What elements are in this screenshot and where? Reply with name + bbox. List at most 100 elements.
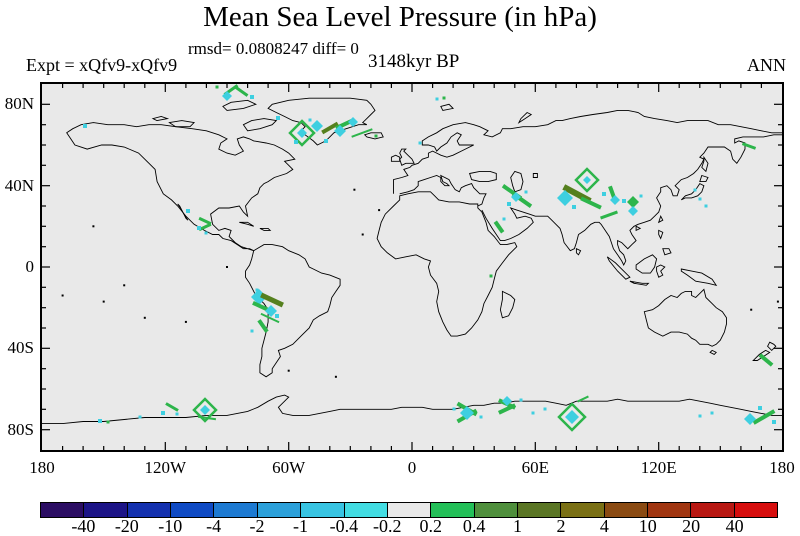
anomaly-patch [452,407,456,411]
colorbar-segment [473,503,517,517]
anomaly-patch [324,139,328,143]
experiment-label: Expt = xQfv9-xQfv9 [26,55,178,75]
colorbar-segment [386,503,431,517]
anomaly-patch [276,116,280,120]
colorbar-segment [126,503,171,517]
colorbar-level-label: 4 [599,516,609,536]
lon-tick-label: 60E [521,458,550,477]
colorbar-level-label: -10 [158,516,183,536]
anomaly-patch [334,125,346,137]
colorbar-level-label: -20 [114,516,139,536]
colorbar-segment [733,503,778,517]
anomaly-patch [580,196,602,210]
anomaly-patch [321,121,339,135]
anomaly-patch [744,413,756,425]
anomaly-patch [418,141,422,145]
anomaly-patch [565,410,579,424]
anomaly-patch [758,406,762,410]
anomaly-patch [574,167,600,193]
anomaly-patch [608,185,616,199]
anomaly-patch [308,118,312,122]
colorbar-level-label: -40 [71,516,96,536]
anomaly-patch [250,329,254,333]
anomaly-patch [610,195,620,205]
colorbar-segment [430,503,474,517]
anomaly-patch [260,292,284,308]
anomaly-patch [497,403,517,415]
anomaly-patch [622,199,626,203]
anomaly-patch [710,411,714,415]
lon-tick-label: 0 [407,458,417,477]
anomaly-patch [698,197,702,201]
anomaly-patch [704,204,708,208]
colorbar-level-label: 20 [682,516,701,536]
anomaly-patch [627,196,639,208]
colorbar-level-label: 0.4 [462,516,486,536]
anomaly-patch [693,188,697,192]
lat-tick-label: 0 [25,257,35,276]
anomaly-patch [98,419,102,423]
anomaly-patch [572,205,576,209]
anomaly-patch [204,231,208,235]
anomaly-patch [442,96,446,100]
anomaly-patch [511,192,521,202]
lon-tick-label: 180 [29,458,55,477]
anomaly-patch [251,289,267,305]
colorbar-segment [647,503,691,517]
colorbar-segment [170,503,214,517]
anomaly-patch [479,415,483,419]
anomaly-patch [351,128,373,138]
anomaly-patch [741,142,757,150]
colorbar-segment [300,503,344,517]
colorbar-level-label: -4 [206,516,222,536]
anomaly-patch [198,216,212,226]
anomaly-patch [215,85,219,89]
colorbar-segment [343,503,387,517]
axis-ticks [42,84,782,450]
colorbar-level-label: 40 [725,516,744,536]
time-label: 3148kyr BP [368,51,460,72]
anomaly-patch [83,124,87,128]
anomaly-patch [489,274,493,278]
anomaly-patch [265,305,277,317]
anomaly-patch [374,134,378,138]
anomaly-patch [507,202,511,206]
anomaly-patch [222,91,232,101]
colorbar-level-label: -0.4 [329,516,359,536]
plot-title: Mean Sea Level Pressure (in hPa) [203,1,597,33]
anomaly-patch [519,398,523,402]
anomaly-patch [257,319,269,333]
anomaly-patch [698,414,702,418]
rmsd-diff-readout: rmsd= 0.0808247 diff= 0 [188,39,359,58]
anomaly-patch [165,402,179,412]
colorbar-segment [560,503,604,517]
anomaly-patch [138,415,142,419]
anomaly-patch [758,353,774,367]
anomaly-patch [294,140,298,144]
anomaly-patch [288,119,316,147]
anomaly-patch [502,217,506,221]
anomaly-patches [83,84,776,432]
world-map-panel [40,82,784,452]
anomaly-patch [297,128,307,138]
colorbar-level-label: -1 [292,516,308,536]
anomaly-patch [192,397,218,423]
lon-tick-label: 60W [272,458,306,477]
lon-tick-label: 120E [640,458,677,477]
lon-tick-label: 180 [769,458,795,477]
anomaly-patch [311,120,323,132]
colorbar-segment [516,503,561,517]
lat-tick-label: 80N [4,94,34,114]
colorbar-level-label: 0.2 [419,516,442,536]
anomaly-patch [161,411,165,415]
colorbar-level-label: 10 [638,516,657,536]
anomaly-patch [583,176,591,184]
colorbar-level-label: -0.2 [373,516,402,536]
colorbar-level-label: 1 [513,516,523,536]
anomaly-patch [435,97,439,101]
anomaly-patch [198,222,212,232]
map-canvas [42,84,782,450]
anomaly-patch [557,402,587,432]
anomaly-patch [255,288,259,292]
